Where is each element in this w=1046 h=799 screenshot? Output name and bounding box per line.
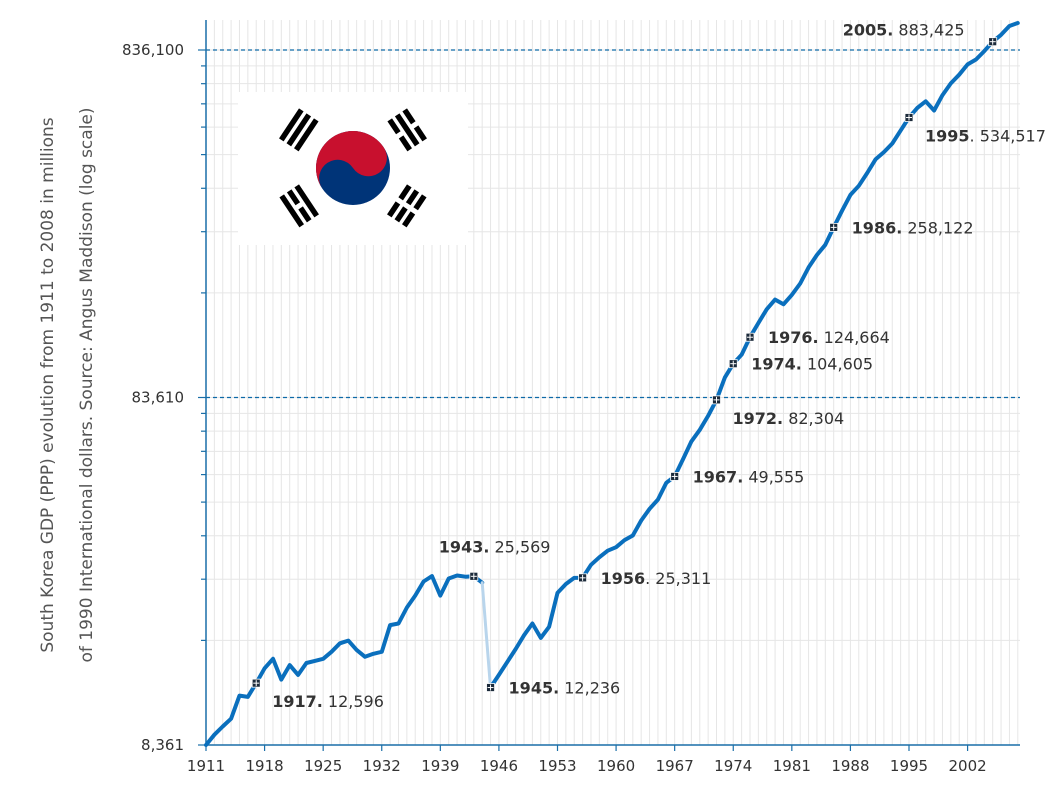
annotation-year: 1986. — [852, 218, 903, 237]
annotation-value: 124,664 — [819, 328, 890, 347]
gdp-line-segment — [204, 573, 485, 747]
x-tick-label: 1960 — [597, 757, 635, 775]
annotation-year: 1976. — [768, 328, 819, 347]
x-tick-label: 1932 — [363, 757, 401, 775]
annotation-year: 1943. — [439, 537, 490, 556]
x-tick-label: 1988 — [831, 757, 869, 775]
x-tick-label: 1911 — [187, 757, 225, 775]
y-tick-label: 8,361 — [141, 736, 184, 754]
annotation-year: 1967. — [693, 467, 744, 486]
annotation-1995: 1995. 534,517 — [925, 127, 1046, 146]
x-tick-label: 1974 — [714, 757, 752, 775]
y-axis-label-line-1: South Korea GDP (PPP) evolution from 191… — [38, 117, 58, 652]
annotation-1945: 1945. 12,236 — [509, 679, 621, 698]
gdp-line-gap-segment — [480, 581, 492, 689]
flag-trigram-geon — [279, 108, 319, 152]
annotation-value: 82,304 — [783, 409, 844, 428]
reference-lines — [206, 49, 1020, 399]
x-tick-label: 1953 — [538, 757, 576, 775]
x-tick-label: 1925 — [304, 757, 342, 775]
south-korea-flag-icon — [238, 92, 468, 245]
x-tick-label: 2002 — [948, 757, 986, 775]
annotation-value: 12,236 — [559, 679, 620, 698]
annotation-year: 1974. — [751, 355, 802, 374]
annotation-value: 104,605 — [802, 355, 873, 374]
flag-trigram-ri — [279, 184, 319, 228]
annotation-year: 1972. — [733, 409, 784, 428]
annotation-year: 1995 — [925, 127, 970, 146]
annotation-1976: 1976. 124,664 — [768, 328, 890, 347]
annotation-year: 1945. — [509, 679, 560, 698]
annotation-1986: 1986. 258,122 — [852, 218, 974, 237]
flag-trigram-gon — [387, 184, 427, 228]
annotation-1972: 1972. 82,304 — [733, 409, 845, 428]
annotation-value: . 534,517 — [970, 127, 1046, 146]
flag-trigram-gam — [387, 108, 427, 152]
annotation-value: 12,596 — [323, 692, 384, 711]
annotation-value: . 25,311 — [645, 569, 711, 588]
annotation-value: 883,425 — [893, 21, 964, 40]
annotation-1956: 1956. 25,311 — [601, 569, 712, 588]
annotation-labels: 1917. 12,596 1943. 25,569 1945. 12,236 1956… — [272, 21, 1046, 711]
annotation-1967: 1967. 49,555 — [693, 467, 805, 486]
y-tick-label: 83,610 — [132, 389, 185, 407]
annotation-1974: 1974. 104,605 — [751, 355, 873, 374]
y-tick-label: 836,100 — [122, 41, 184, 59]
axes: 8,361 83,610 836,100 1911 1918 1925 1932 1939 19… — [122, 20, 1020, 775]
x-tick-label: 1981 — [773, 757, 811, 775]
x-tick-label: 1918 — [245, 757, 283, 775]
x-tick-label: 1946 — [480, 757, 518, 775]
annotation-1943: 1943. 25,569 — [439, 537, 551, 556]
annotation-year: 1956 — [601, 569, 646, 588]
annotation-2005: 2005. 883,425 — [843, 21, 965, 40]
annotation-value: 258,122 — [902, 218, 973, 237]
annotation-markers — [251, 37, 998, 692]
x-tick-label: 1939 — [421, 757, 459, 775]
annotation-value: 49,555 — [743, 467, 804, 486]
x-tick-label: 1967 — [656, 757, 694, 775]
annotation-1917: 1917. 12,596 — [272, 692, 384, 711]
annotation-year: 2005. — [843, 21, 894, 40]
annotation-year: 1917. — [272, 692, 323, 711]
y-axis-label-line-2: of 1990 International dollars. Source: A… — [77, 107, 97, 662]
flag-taeguk — [316, 131, 390, 205]
x-tick-label: 1995 — [890, 757, 928, 775]
annotation-value: 25,569 — [489, 537, 550, 556]
